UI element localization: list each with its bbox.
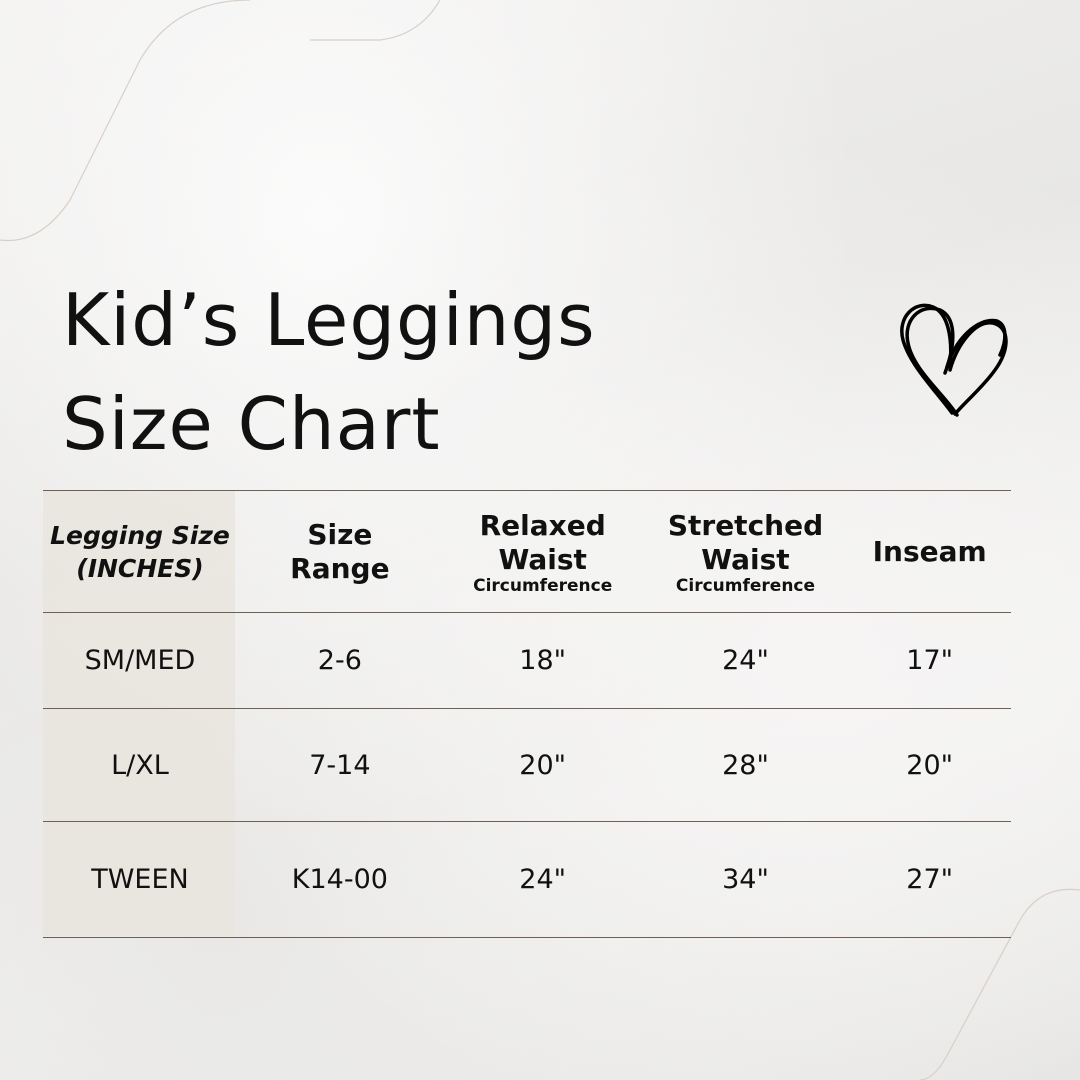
header-text: (INCHES) [76, 553, 204, 583]
first-column-background [43, 490, 235, 936]
header-text: Legging Size [50, 520, 230, 550]
page-title: Kid’s Leggings Size Chart [62, 268, 596, 476]
header-text: Range [290, 551, 390, 585]
header-text: Inseam [872, 534, 987, 568]
table-row: TWEEN K14-00 24" 34" 27" [43, 821, 1011, 938]
cell-inseam: 20" [906, 749, 954, 781]
header-subtext: Circumference [473, 575, 613, 596]
cell-inseam: 17" [906, 645, 954, 676]
cell-size-range: K14-00 [291, 864, 388, 895]
cell-relaxed-waist: 20" [519, 749, 567, 781]
header-text: Waist [701, 542, 790, 576]
cell-size-range: 2-6 [317, 645, 362, 676]
cell-inseam: 27" [906, 864, 954, 895]
header-subtext: Circumference [675, 575, 816, 596]
title-line-1: Kid’s Leggings [62, 278, 596, 362]
cell-relaxed-waist: 18" [519, 645, 567, 676]
header-size-range: Size Range [237, 491, 443, 612]
title-line-2: Size Chart [62, 382, 441, 466]
size-chart-table: Legging Size (INCHES) Size Range Relaxed… [43, 490, 1011, 938]
table-row: L/XL 7-14 20" 28" 20" [43, 708, 1011, 821]
cell-relaxed-waist: 24" [519, 864, 567, 895]
cell-legging-size: L/XL [111, 749, 169, 781]
cell-stretched-waist: 28" [722, 749, 769, 781]
header-text: Waist [498, 542, 587, 576]
heart-outline-icon [900, 303, 1008, 417]
header-legging-size: Legging Size (INCHES) [43, 491, 237, 612]
header-inseam: Inseam [848, 491, 1011, 612]
cell-size-range: 7-14 [309, 749, 371, 781]
header-text: Stretched [667, 508, 824, 542]
header-stretched-waist: Stretched Waist Circumference [643, 491, 849, 612]
cell-legging-size: TWEEN [91, 864, 189, 895]
header-text: Size [307, 517, 373, 551]
cell-legging-size: SM/MED [84, 645, 196, 676]
cell-stretched-waist: 24" [722, 645, 769, 676]
cell-stretched-waist: 34" [722, 864, 769, 895]
header-relaxed-waist: Relaxed Waist Circumference [443, 491, 643, 612]
table-header-row: Legging Size (INCHES) Size Range Relaxed… [43, 490, 1011, 612]
table-row: SM/MED 2-6 18" 24" 17" [43, 612, 1011, 708]
header-text: Relaxed [479, 508, 606, 542]
